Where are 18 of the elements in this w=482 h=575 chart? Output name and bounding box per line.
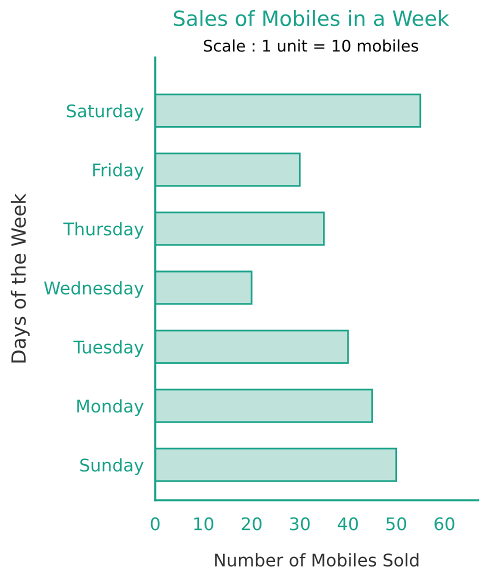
chart-title: Sales of Mobiles in a Week [174,10,450,26]
y-tick-label: Monday [77,399,144,416]
x-tick-label: 20 [242,517,262,530]
y-tick-label: Sunday [80,458,144,476]
y-tick-label: Tuesday [73,340,144,357]
x-tick-label: 40 [338,517,358,530]
x-tick-label: 50 [386,517,406,530]
chart-subtitle: Scale : 1 unit = 10 mobiles [204,39,418,52]
y-tick-label: Friday [93,163,144,180]
x-tick-label: 10 [194,517,214,530]
y-axis-title: Days of the Week [10,193,30,362]
y-tick-label: Saturday [67,104,144,121]
x-axis-title: Number of Mobiles Sold [215,553,418,567]
x-tick-label: 60 [434,517,454,530]
x-tick-label: 30 [290,517,310,530]
x-tick-label: 0 [150,517,160,530]
y-tick-label: Wednesday [44,281,144,298]
y-tick-label: Thursday [63,222,144,239]
